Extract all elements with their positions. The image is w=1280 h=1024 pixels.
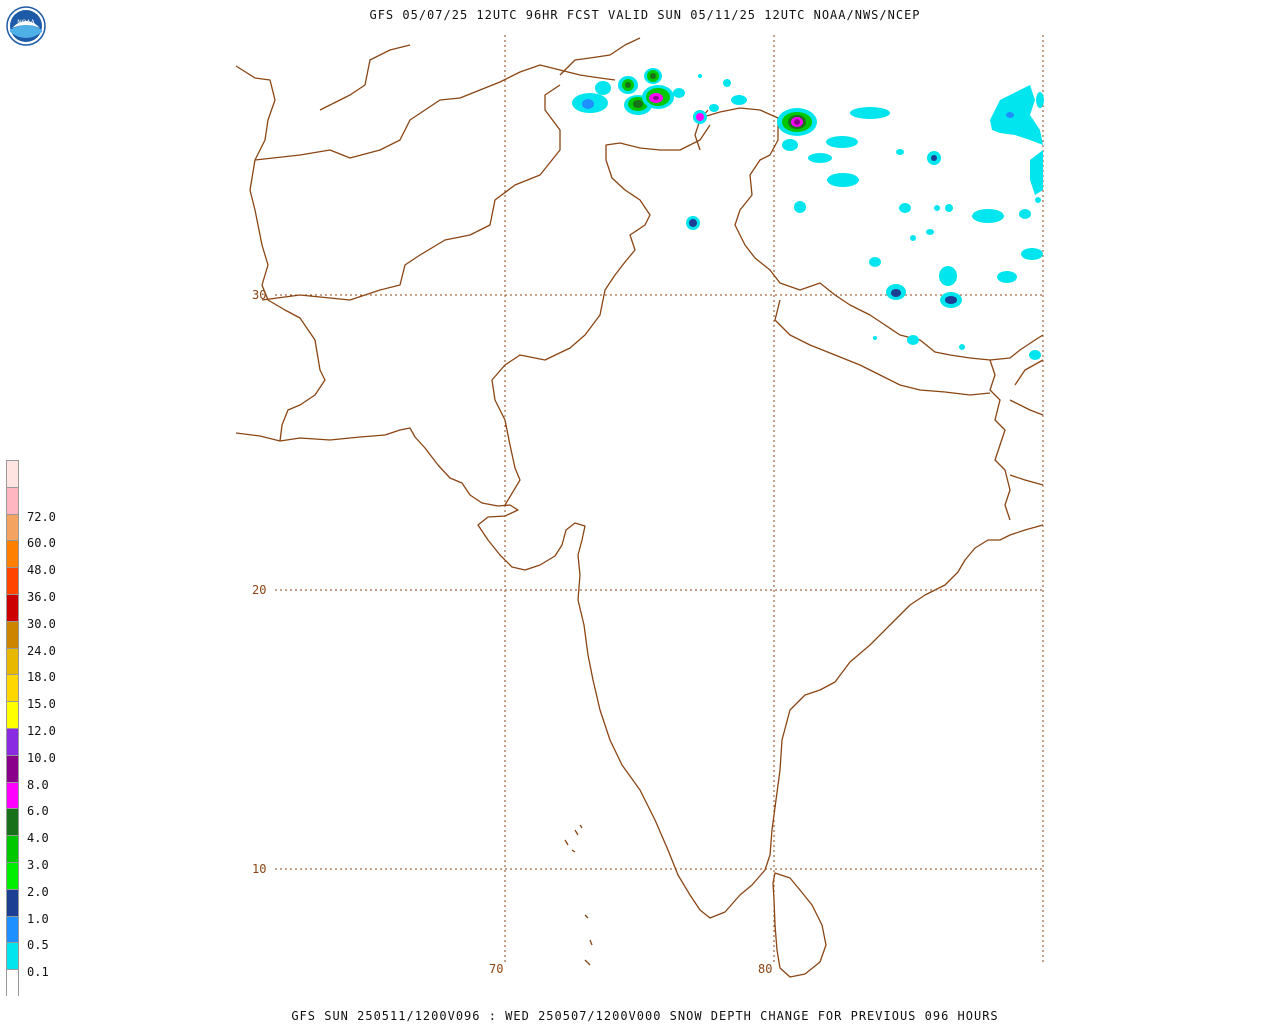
legend-swatch [6, 915, 19, 943]
legend-swatch [6, 486, 19, 514]
legend-label: 6.0 [27, 804, 49, 819]
legend-label: 1.0 [27, 911, 49, 926]
legend-swatch [6, 861, 19, 889]
longitude-gridlines [504, 35, 1044, 965]
legend-label: 72.0 [27, 509, 56, 524]
legend-label: 60.0 [27, 536, 56, 551]
legend-swatch [6, 808, 19, 836]
legend-swatch [6, 540, 19, 568]
legend-label: 8.0 [27, 777, 49, 792]
snow-depth-field [572, 68, 1044, 360]
legend-label: 36.0 [27, 590, 56, 604]
legend-label: 3.0 [27, 858, 49, 872]
legend-swatch [6, 888, 19, 916]
legend-label: 4.0 [27, 831, 49, 846]
legend-swatch [6, 754, 19, 782]
lon-label-80: 80 [758, 962, 772, 976]
legend-swatch [6, 513, 19, 541]
snow-area-west-himalaya [572, 68, 747, 230]
legend-swatch [6, 460, 19, 487]
legend-label: 30.0 [27, 616, 56, 631]
lat-label-30: 30 [252, 288, 266, 302]
svg-text:NOAA: NOAA [17, 19, 35, 26]
legend-label: 12.0 [27, 724, 56, 738]
color-legend: 72.0 60.0 48.0 36.0 30.0 24.0 18.0 15.0 12.0 10.0… [6, 460, 56, 996]
coastlines-borders [235, 37, 1044, 978]
legend-label: 15.0 [27, 697, 56, 712]
legend-label: 48.0 [27, 563, 56, 578]
legend-swatch [6, 781, 19, 809]
legend-label: 10.0 [27, 750, 56, 765]
noaa-logo: NOAA [6, 6, 46, 46]
snow-area-tibet [777, 107, 1043, 360]
legend-swatch [6, 593, 19, 621]
lon-label-70: 70 [489, 962, 503, 976]
legend-label: 18.0 [27, 670, 56, 685]
legend-swatch [6, 727, 19, 755]
legend-swatch [6, 969, 19, 996]
legend-swatch [6, 567, 19, 594]
snow-area-northeast [990, 85, 1044, 195]
legend-swatch [6, 674, 19, 702]
chart-caption: GFS SUN 250511/1200V096 : WED 250507/120… [291, 1009, 999, 1023]
lat-label-20: 20 [252, 583, 266, 597]
latitude-gridlines [275, 294, 1043, 870]
legend-label: 24.0 [27, 643, 56, 658]
legend-swatch [6, 620, 19, 648]
legend-label: 0.1 [27, 965, 49, 980]
legend-label: 0.5 [27, 938, 49, 953]
legend-swatch [6, 647, 19, 675]
legend-label: 2.0 [27, 884, 49, 899]
legend-swatch [6, 701, 19, 728]
lat-label-10: 10 [252, 862, 266, 876]
legend-swatch [6, 942, 19, 970]
legend-swatch [6, 835, 19, 862]
chart-title: GFS 05/07/25 12UTC 96HR FCST VALID SUN 0… [369, 8, 921, 22]
